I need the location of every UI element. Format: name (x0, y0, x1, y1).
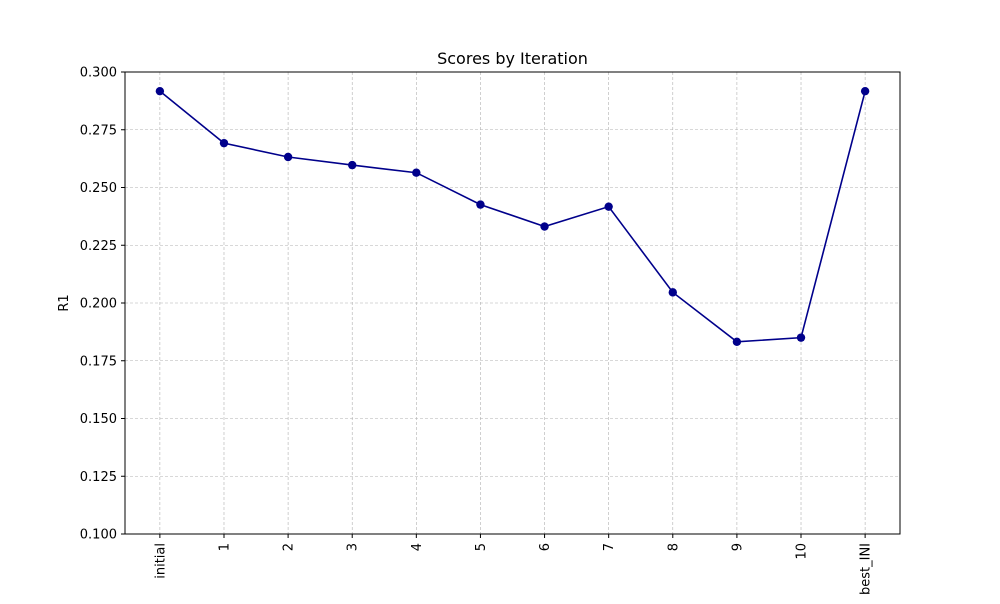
data-point (668, 288, 677, 297)
x-axis-ticks: initial 1 2 3 4 5 6 7 8 9 10 best_INI (153, 534, 874, 595)
x-tick-label: 8 (666, 543, 681, 551)
y-tick-label: 0.275 (80, 123, 117, 138)
x-tick-label: 3 (346, 543, 361, 551)
y-tick-label: 0.300 (80, 66, 117, 81)
x-tick-label: 4 (410, 543, 425, 551)
y-tick-label: 0.100 (80, 528, 117, 543)
data-point (412, 168, 421, 177)
chart-title: Scores by Iteration (437, 49, 588, 68)
series-line (159, 90, 866, 343)
x-tick-label: 1 (217, 543, 232, 551)
data-point (796, 333, 806, 342)
data-point (219, 138, 229, 148)
y-tick-label: 0.250 (80, 181, 117, 196)
y-tick-label: 0.225 (80, 239, 117, 254)
x-tick-label: initial (153, 543, 168, 579)
data-point (476, 200, 485, 209)
data-point (732, 337, 742, 347)
x-tick-label: 9 (730, 543, 745, 551)
x-tick-label: 7 (602, 543, 617, 551)
data-point (860, 86, 870, 96)
x-tick-label: 10 (795, 543, 810, 560)
data-series (155, 86, 870, 347)
data-point (283, 152, 293, 162)
y-axis-label: R1 (57, 294, 72, 311)
y-tick-label: 0.150 (80, 412, 117, 427)
data-point (540, 222, 549, 231)
data-point (348, 160, 357, 170)
y-tick-label: 0.175 (80, 354, 117, 369)
data-point (604, 202, 613, 211)
x-tick-label: 5 (474, 543, 489, 551)
x-tick-label: 2 (282, 543, 297, 551)
data-point (155, 86, 165, 96)
x-tick-label: 6 (538, 543, 553, 551)
x-tick-label: best_INI (859, 543, 874, 595)
y-tick-label: 0.125 (80, 470, 117, 485)
y-tick-label: 0.200 (80, 297, 117, 312)
y-axis-ticks: 0.100 0.125 0.150 0.175 0.200 0.225 0.250 0.275… (80, 66, 125, 543)
